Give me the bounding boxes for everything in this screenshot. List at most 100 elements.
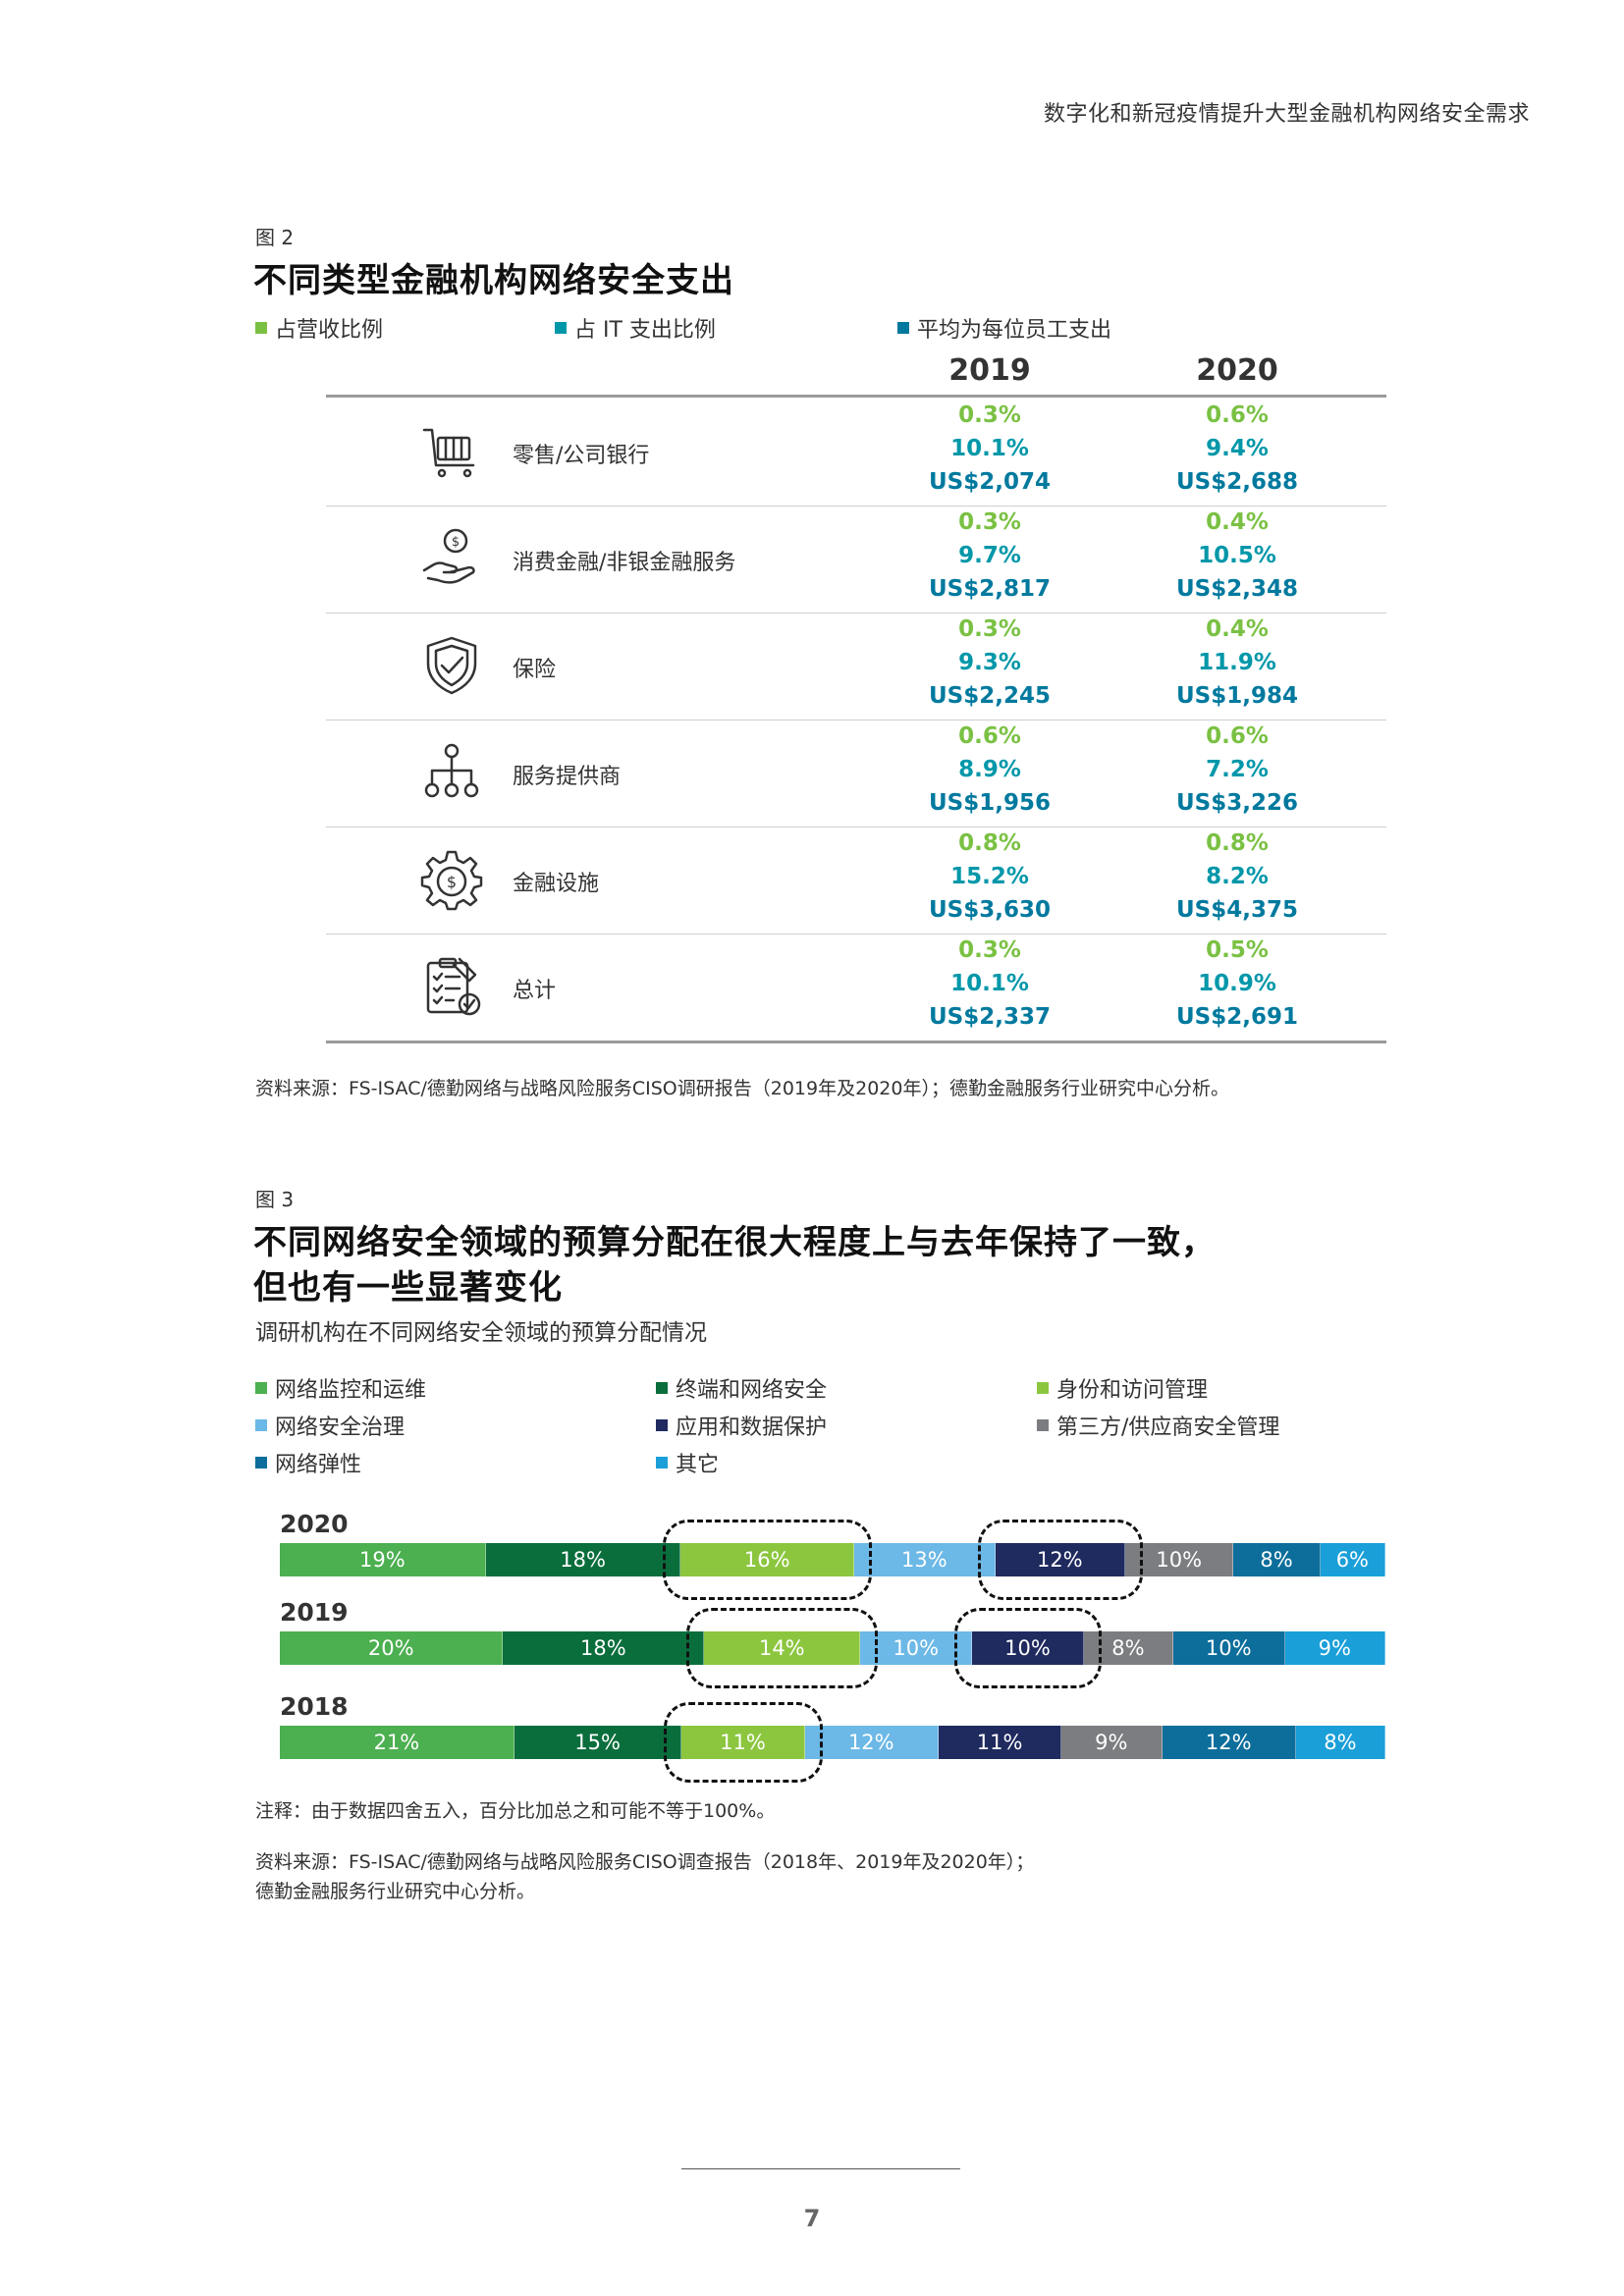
legend-swatch [255,1382,267,1394]
figure3-title-line1: 不同网络安全领域的预算分配在很大程度上与去年保持了一致， [253,1223,1216,1262]
legend-revenue-ratio: 占营收比例 [255,312,383,344]
legend-swatch [255,1419,267,1431]
revenue-ratio-value: 0.6% [1206,402,1269,428]
legend-item: 终端和网络安全 [656,1372,827,1404]
row-divider [326,827,1386,828]
per-employee-value: US$3,630 [929,897,1051,923]
bar-segment: 10% [972,1631,1084,1665]
values-2020: 0.8% 8.2% US$4,375 [1159,827,1316,927]
legend-label: 平均为每位员工支出 [917,318,1112,343]
table-row: 服务提供商 0.6% 8.9% US$1,956 0.6% 7.2% US$3,… [0,720,1624,827]
legend-swatch [897,322,909,334]
bar-segment: 9% [1061,1726,1163,1759]
legend-label: 其它 [676,1453,720,1477]
it-ratio-value: 8.9% [958,757,1021,782]
table-row: $ 消费金融/非银金融服务 0.3% 9.7% US$2,817 0.4% 10… [0,506,1624,613]
bar-segment: 9% [1284,1631,1385,1665]
bar-segment: 10% [1125,1543,1234,1576]
shopping-cart-icon [422,428,475,478]
legend-swatch [255,1457,267,1468]
bar-segment: 12% [1162,1726,1296,1759]
highlight-ring [686,1608,879,1688]
svg-text:$: $ [447,873,457,891]
legend-label: 网络监控和运维 [275,1378,427,1403]
revenue-ratio-value: 0.5% [1206,937,1269,963]
legend-swatch [255,322,267,334]
legend-it-ratio: 占 IT 支出比例 [555,312,716,344]
category-label: 零售/公司银行 [513,444,650,468]
highlight-ring [663,1520,873,1600]
legend-label: 应用和数据保护 [676,1415,828,1440]
legend-label: 终端和网络安全 [676,1378,828,1403]
per-employee-value: US$2,688 [1176,469,1298,495]
bar-year-label: 2020 [280,1510,349,1538]
figure3-label: 图 3 [255,1188,295,1211]
page-number: 7 [803,2205,821,2232]
per-employee-value: US$2,245 [929,683,1051,709]
per-employee-value: US$1,984 [1176,683,1298,709]
revenue-ratio-value: 0.3% [958,509,1021,535]
gear-dollar-icon: $ [420,850,483,911]
highlight-ring [664,1702,823,1783]
category-label: 总计 [513,979,557,1003]
table-row: 保险 0.3% 9.3% US$2,245 0.4% 11.9% US$1,98… [0,613,1624,720]
bar-segment: 10% [860,1631,973,1665]
column-header-2020: 2020 [1196,353,1278,388]
bar-segment: 18% [485,1543,681,1576]
bar-segment: 11% [681,1726,805,1759]
legend-item: 网络安全治理 [255,1410,405,1441]
bar-segment: 10% [1172,1631,1285,1665]
table-row: 总计 0.3% 10.1% US$2,337 0.5% 10.9% US$2,6… [0,934,1624,1041]
legend-swatch [1037,1382,1049,1394]
values-2019: 0.8% 15.2% US$3,630 [911,827,1068,927]
revenue-ratio-value: 0.6% [1206,723,1269,749]
bar-segment: 8% [1295,1726,1385,1759]
legend-item: 第三方/供应商安全管理 [1037,1410,1279,1441]
bar-segment: 12% [804,1726,940,1759]
revenue-ratio-value: 0.3% [958,402,1021,428]
legend-label: 网络弹性 [275,1453,362,1477]
it-ratio-value: 10.5% [1198,543,1276,568]
values-2019: 0.3% 9.7% US$2,817 [911,506,1068,606]
per-employee-value: US$2,691 [1176,1004,1298,1030]
bar-year-label: 2018 [280,1692,349,1721]
legend-label: 占营收比例 [275,318,384,343]
category-label: 服务提供商 [513,765,622,789]
bar-segment: 18% [503,1631,705,1665]
revenue-ratio-value: 0.6% [958,723,1021,749]
table-row: $ 金融设施 0.8% 15.2% US$3,630 0.8% 8.2% US$… [0,827,1624,934]
highlight-ring [954,1608,1102,1688]
bar-year-label: 2019 [280,1598,349,1627]
svg-text:$: $ [452,535,460,550]
per-employee-value: US$2,337 [929,1004,1051,1030]
revenue-ratio-value: 0.3% [958,616,1021,642]
category-label: 消费金融/非银金融服务 [513,551,736,575]
column-header-2019: 2019 [948,353,1031,388]
row-divider [326,506,1386,507]
highlight-ring [977,1520,1144,1600]
row-divider [326,613,1386,614]
per-employee-value: US$2,348 [1176,576,1298,602]
legend-item: 其它 [656,1447,719,1478]
figure3-source-line1: 资料来源：FS-ISAC/德勤网络与战略风险服务CISO调查报告（2018年、2… [255,1851,1035,1873]
footer-rule [681,2168,960,2169]
it-ratio-value: 7.2% [1206,757,1269,782]
legend-item: 网络弹性 [255,1447,361,1478]
bar-segment: 14% [704,1631,861,1665]
per-employee-value: US$2,817 [929,576,1051,602]
bar-segment: 8% [1233,1543,1321,1576]
bar-segment: 15% [514,1726,682,1759]
legend-swatch [656,1382,668,1394]
per-employee-value: US$2,074 [929,469,1051,495]
values-2020: 0.6% 7.2% US$3,226 [1159,720,1316,820]
figure2-source: 资料来源：FS-ISAC/德勤网络与战略风险服务CISO调研报告（2019年及2… [255,1078,1229,1099]
it-ratio-value: 9.3% [958,650,1021,675]
legend-label: 占 IT 支出比例 [574,318,716,343]
running-header: 数字化和新冠疫情提升大型金融机构网络安全需求 [1043,102,1530,127]
row-divider [326,720,1386,721]
it-ratio-value: 8.2% [1206,864,1269,889]
legend-item: 网络监控和运维 [255,1372,426,1404]
table-header-rule [326,395,1386,398]
values-2019: 0.3% 10.1% US$2,074 [911,399,1068,499]
it-ratio-value: 9.7% [958,543,1021,568]
